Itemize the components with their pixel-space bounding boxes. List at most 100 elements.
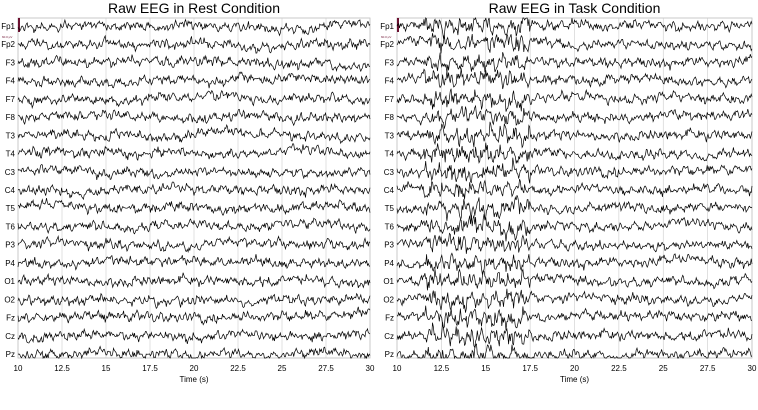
x-tick-label: 27.5 xyxy=(700,364,716,373)
eeg-trace-fz xyxy=(396,305,753,331)
channel-label: T5 xyxy=(6,204,16,213)
chart-title: Raw EEG in Task Condition xyxy=(489,0,661,16)
channel-label: Fp2 xyxy=(380,40,394,49)
eeg-trace-fp2 xyxy=(17,34,371,54)
x-axis-label: Time (s) xyxy=(179,375,208,384)
channel-label: T6 xyxy=(6,222,16,231)
x-tick-label: 20 xyxy=(570,364,579,373)
eeg-trace-p4 xyxy=(396,252,753,275)
eeg-trace-t6 xyxy=(396,213,753,242)
eeg-trace-o1 xyxy=(17,272,371,289)
eeg-panel-rest: Raw EEG in Rest Condition 10 12.5 15 17.5 20 2… xyxy=(1,0,375,384)
channel-label: Cz xyxy=(384,332,394,341)
eeg-trace-t6 xyxy=(17,217,371,235)
channel-label: T6 xyxy=(385,222,395,231)
channel-label: F4 xyxy=(6,77,16,86)
x-tick-label: 12.5 xyxy=(434,364,450,373)
channel-label: T3 xyxy=(385,131,395,140)
eeg-trace-o1 xyxy=(396,268,753,291)
channel-label: F7 xyxy=(6,95,16,104)
scale-label: 60.0 µV xyxy=(381,35,391,39)
x-tick-label: 22.5 xyxy=(230,364,246,373)
eeg-trace-f7 xyxy=(17,89,371,110)
eeg-trace-fz xyxy=(17,306,371,326)
channel-label: P4 xyxy=(5,259,15,268)
channel-label: Fp1 xyxy=(1,22,15,31)
eeg-trace-f8 xyxy=(17,108,371,127)
eeg-panel-task: Raw EEG in Task Condition 10 12.5 15 17.5 20 2… xyxy=(380,0,757,384)
channel-label: P3 xyxy=(5,241,15,250)
eeg-trace-o2 xyxy=(17,292,371,309)
eeg-trace-cz xyxy=(396,322,753,349)
x-tick-label: 17.5 xyxy=(522,364,538,373)
channel-label: C3 xyxy=(384,168,395,177)
eeg-trace-t3 xyxy=(17,123,371,145)
channel-label: Fp2 xyxy=(1,40,15,49)
eeg-trace-t5 xyxy=(396,195,753,221)
eeg-trace-c4 xyxy=(396,178,753,200)
x-tick-label: 22.5 xyxy=(611,364,627,373)
chart-title: Raw EEG in Rest Condition xyxy=(108,0,280,16)
channel-label: Pz xyxy=(385,350,394,359)
eeg-trace-c4 xyxy=(17,181,371,201)
channel-label: Fz xyxy=(385,314,394,323)
x-tick-label: 30 xyxy=(366,364,375,373)
eeg-trace-f4 xyxy=(17,71,371,89)
x-tick-label: 12.5 xyxy=(54,364,70,373)
eeg-trace-p3 xyxy=(396,232,753,254)
eeg-trace-f7 xyxy=(396,88,753,112)
eeg-trace-o2 xyxy=(396,288,753,313)
eeg-trace-t5 xyxy=(17,198,371,216)
eeg-trace-c3 xyxy=(17,164,371,180)
channel-label: T4 xyxy=(6,150,16,159)
channel-label: T3 xyxy=(6,131,16,140)
channel-label: O1 xyxy=(4,277,15,286)
channel-label: T5 xyxy=(385,204,395,213)
channel-label: F3 xyxy=(6,58,16,67)
channel-label: C4 xyxy=(5,186,16,195)
x-tick-label: 10 xyxy=(14,364,23,373)
channel-label: C4 xyxy=(384,186,395,195)
eeg-trace-f3 xyxy=(396,52,753,73)
channel-label: F7 xyxy=(385,95,395,104)
x-tick-label: 17.5 xyxy=(142,364,158,373)
channel-label: P4 xyxy=(384,259,394,268)
channel-label: P3 xyxy=(384,241,394,250)
channel-label: O2 xyxy=(4,295,15,304)
eeg-trace-t4 xyxy=(396,142,753,164)
eeg-trace-pz xyxy=(396,343,753,360)
channel-label: F8 xyxy=(385,113,395,122)
eeg-trace-p4 xyxy=(17,254,370,271)
x-tick-label: 25 xyxy=(278,364,287,373)
eeg-trace-t4 xyxy=(17,143,371,161)
eeg-trace-t3 xyxy=(396,121,753,149)
x-tick-label: 27.5 xyxy=(318,364,334,373)
channel-label: O2 xyxy=(383,295,394,304)
eeg-trace-cz xyxy=(17,327,371,344)
x-tick-label: 25 xyxy=(659,364,668,373)
eeg-trace-f3 xyxy=(17,54,371,73)
channel-label: Fz xyxy=(6,314,15,323)
channel-label: Cz xyxy=(5,332,15,341)
eeg-trace-fp1 xyxy=(17,18,371,37)
x-tick-label: 15 xyxy=(481,364,490,373)
channel-label: Fp1 xyxy=(380,22,394,31)
channel-label: C3 xyxy=(5,168,16,177)
channel-label: F4 xyxy=(385,77,395,86)
eeg-trace-c3 xyxy=(396,157,753,184)
eeg-trace-f8 xyxy=(396,104,753,129)
channel-label: O1 xyxy=(383,277,394,286)
channel-label: Pz xyxy=(6,350,15,359)
x-tick-label: 20 xyxy=(190,364,199,373)
eeg-trace-pz xyxy=(17,345,371,360)
x-tick-label: 30 xyxy=(748,364,757,373)
scale-label: 60.0 µV xyxy=(2,35,12,39)
channel-label: F3 xyxy=(385,58,395,67)
x-tick-label: 10 xyxy=(393,364,402,373)
x-tick-label: 15 xyxy=(102,364,111,373)
eeg-trace-p3 xyxy=(17,235,371,253)
eeg-trace-fp2 xyxy=(396,33,753,54)
eeg-trace-f4 xyxy=(396,68,753,90)
channel-label: F8 xyxy=(6,113,16,122)
